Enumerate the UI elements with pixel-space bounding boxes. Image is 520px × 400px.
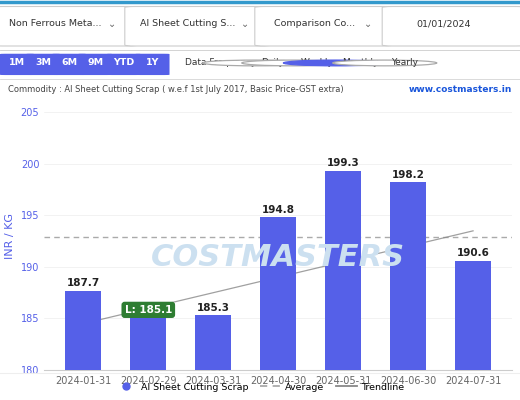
- FancyBboxPatch shape: [52, 54, 86, 75]
- Text: 190.6: 190.6: [457, 248, 489, 258]
- Text: www.costmasters.in: www.costmasters.in: [408, 85, 512, 94]
- FancyBboxPatch shape: [26, 54, 60, 75]
- Text: Daily: Daily: [262, 58, 284, 68]
- Circle shape: [333, 60, 437, 66]
- Text: 187.7: 187.7: [67, 278, 100, 288]
- Text: 01/01/2024: 01/01/2024: [417, 20, 471, 28]
- Bar: [261, 218, 296, 370]
- FancyBboxPatch shape: [125, 6, 270, 46]
- Text: 9M: 9M: [87, 58, 103, 68]
- Circle shape: [283, 60, 387, 66]
- Text: 185.3: 185.3: [197, 303, 230, 313]
- Text: 198.2: 198.2: [392, 170, 424, 180]
- Text: L: 185.1: L: 185.1: [125, 305, 172, 315]
- Legend: Al Sheet Cutting Scrap, Average, Trendline: Al Sheet Cutting Scrap, Average, Trendli…: [112, 379, 408, 396]
- Text: Monthly: Monthly: [342, 58, 379, 68]
- FancyBboxPatch shape: [0, 6, 138, 46]
- FancyBboxPatch shape: [78, 54, 112, 75]
- FancyBboxPatch shape: [107, 54, 141, 75]
- Bar: [196, 315, 231, 370]
- Text: Data Frequency:: Data Frequency:: [185, 58, 258, 68]
- Text: Non Ferrous Meta...: Non Ferrous Meta...: [9, 20, 101, 28]
- Text: 194.8: 194.8: [262, 205, 295, 215]
- Text: 1Y: 1Y: [146, 58, 159, 68]
- Y-axis label: INR / KG: INR / KG: [5, 213, 15, 259]
- Bar: [131, 318, 166, 370]
- Text: ⌄: ⌄: [241, 19, 249, 29]
- Text: YTD: YTD: [113, 58, 134, 68]
- Text: ⌄: ⌄: [364, 19, 372, 29]
- Text: Commodity : Al Sheet Cutting Scrap ( w.e.f 1st July 2017, Basic Price-GST extra): Commodity : Al Sheet Cutting Scrap ( w.e…: [8, 85, 343, 94]
- Bar: [66, 291, 101, 370]
- Text: COSTMASTERS: COSTMASTERS: [151, 243, 405, 272]
- Circle shape: [242, 60, 346, 66]
- Text: Comparison Co...: Comparison Co...: [274, 20, 355, 28]
- Circle shape: [203, 60, 307, 66]
- Text: Al Sheet Cutting S...: Al Sheet Cutting S...: [140, 20, 236, 28]
- FancyBboxPatch shape: [135, 54, 170, 75]
- Bar: [455, 261, 491, 370]
- FancyBboxPatch shape: [0, 54, 34, 75]
- Text: ⌄: ⌄: [108, 19, 116, 29]
- FancyBboxPatch shape: [255, 6, 393, 46]
- Text: 3M: 3M: [35, 58, 51, 68]
- Text: Yearly: Yearly: [392, 58, 419, 68]
- Bar: [326, 171, 361, 370]
- Bar: [390, 182, 426, 370]
- FancyBboxPatch shape: [382, 6, 520, 46]
- Text: 6M: 6M: [61, 58, 77, 68]
- Text: 1M: 1M: [9, 58, 25, 68]
- Text: Weekly: Weekly: [301, 58, 333, 68]
- Text: 199.3: 199.3: [327, 158, 359, 168]
